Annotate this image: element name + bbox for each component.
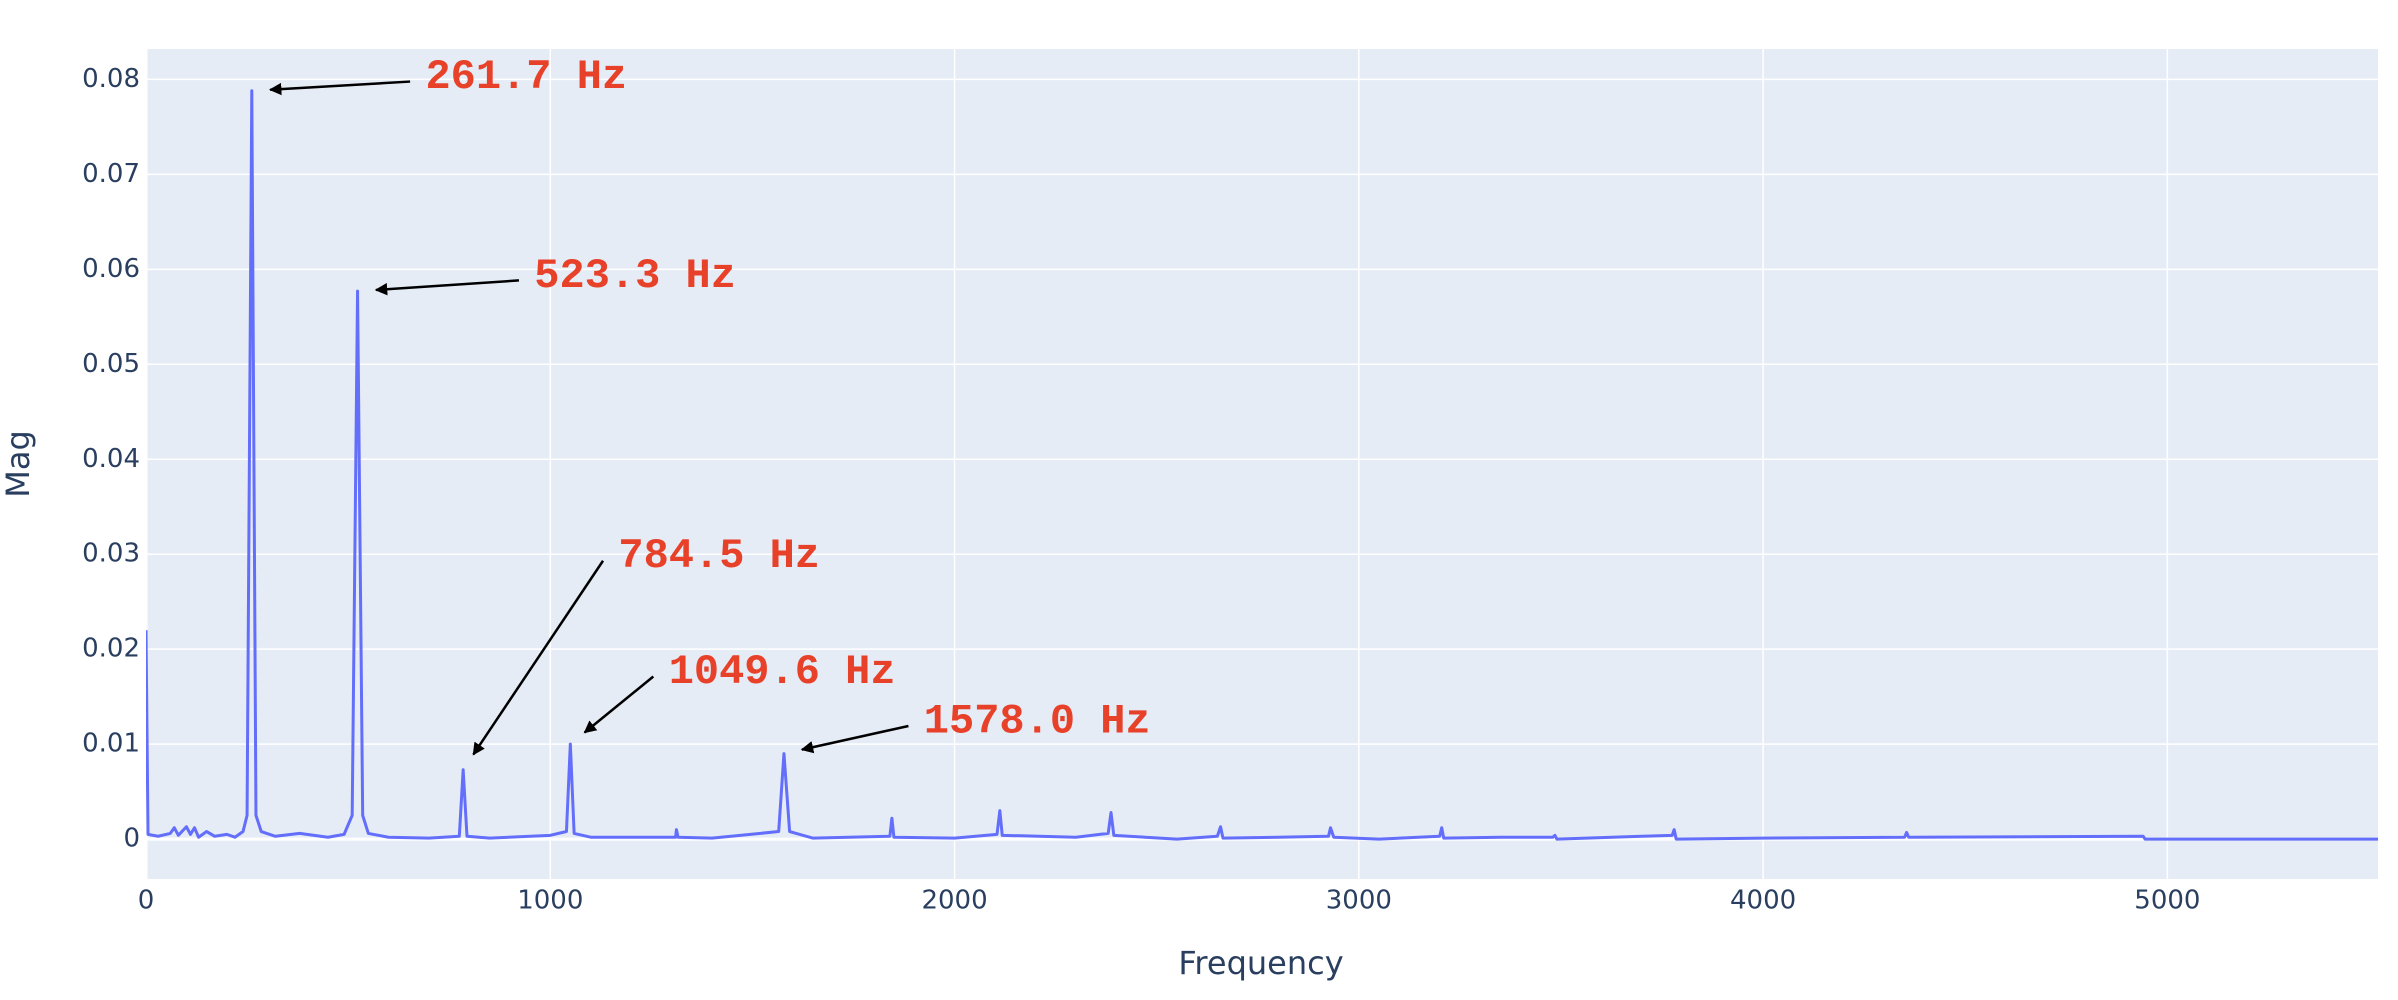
y-tick-label: 0.07 xyxy=(82,159,140,189)
x-tick-label: 2000 xyxy=(921,886,987,916)
x-tick-label: 3000 xyxy=(1326,886,1392,916)
y-tick-label: 0.04 xyxy=(82,444,140,474)
y-tick-label: 0.08 xyxy=(82,64,140,94)
x-tick-label: 1000 xyxy=(517,886,583,916)
annotation-label: 784.5 Hz xyxy=(618,532,820,580)
annotation-label: 261.7 Hz xyxy=(425,53,627,101)
x-tick-label: 5000 xyxy=(2134,886,2200,916)
x-axis-title: Frequency xyxy=(1178,944,1343,982)
spectrum-line xyxy=(146,89,2378,841)
y-tick-label: 0.06 xyxy=(82,254,140,284)
y-tick-label: 0.05 xyxy=(82,349,140,379)
annotation-arrow xyxy=(800,724,909,754)
y-tick-label: 0.01 xyxy=(82,729,140,759)
plot-area xyxy=(146,49,2378,879)
x-tick-label: 0 xyxy=(138,886,155,916)
x-tick-label: 4000 xyxy=(1730,886,1796,916)
y-tick-label: 0.02 xyxy=(82,634,140,664)
annotation-arrow xyxy=(472,560,605,756)
annotation-arrow xyxy=(268,80,411,96)
y-tick-label: 0 xyxy=(123,824,140,854)
y-axis-title: Mag xyxy=(0,430,37,498)
annotation-arrow xyxy=(374,279,520,296)
y-tick-label: 0.03 xyxy=(82,539,140,569)
annotation-label: 523.3 Hz xyxy=(534,252,736,300)
annotation-label: 1049.6 Hz xyxy=(669,648,896,696)
annotation-arrow xyxy=(583,675,655,734)
annotation-label: 1578.0 Hz xyxy=(924,697,1151,745)
